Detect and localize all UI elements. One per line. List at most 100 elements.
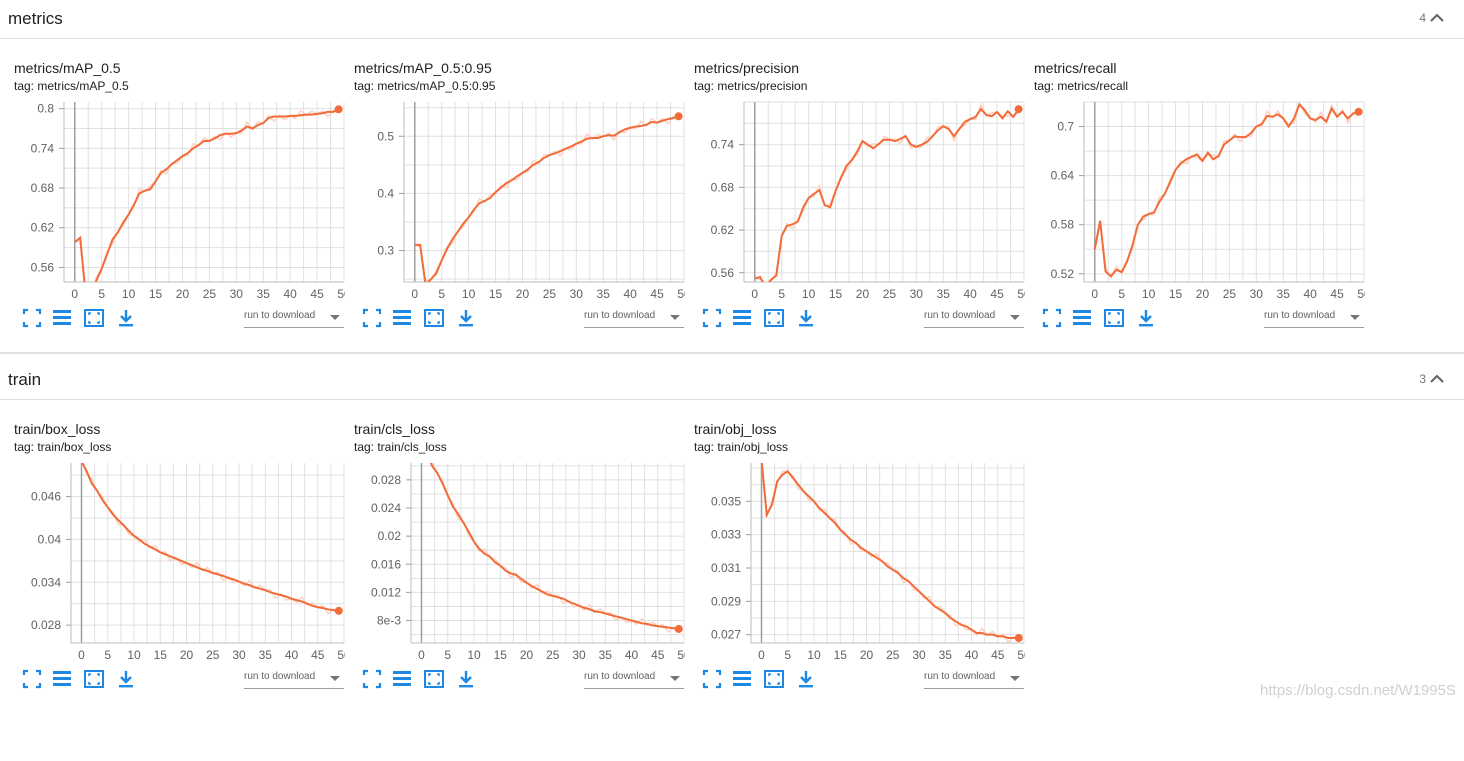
section-header-train[interactable]: train 3 (0, 361, 1464, 400)
fullscreen-icon[interactable] (702, 308, 722, 328)
x-tick-label: 0 (411, 287, 418, 301)
smoothed-series-line[interactable] (414, 115, 679, 285)
section-divider (0, 352, 1464, 354)
series-group (414, 115, 679, 285)
chevron-up-icon[interactable] (1427, 8, 1447, 28)
chart-title: metrics/mAP_0.5:0.95 (354, 60, 492, 76)
y-tick-label: 0.024 (371, 501, 401, 515)
fit-domain-icon[interactable] (1104, 308, 1124, 328)
dropdown-arrow-icon (330, 676, 340, 681)
chart-card: train/cls_loss tag: train/cls_loss 8e-3 0.0… (340, 421, 685, 761)
download-icon[interactable] (116, 308, 136, 328)
x-tick-label: 10 (467, 648, 481, 662)
x-tick-label: 35 (939, 648, 953, 662)
x-tick-label: 50 (1357, 287, 1365, 301)
x-tick-label: 10 (122, 287, 136, 301)
run-select-label: run to download (924, 671, 996, 682)
fullscreen-icon[interactable] (362, 308, 382, 328)
y-tick-label: 0.5 (377, 129, 394, 143)
line-chart[interactable]: 0.56 0.62 0.68 0.74 0.8 0 5 10 15 20 25 30 35 40 45 50 (0, 90, 345, 305)
x-tick-label: 20 (520, 648, 534, 662)
run-to-download-select[interactable]: run to download (1264, 307, 1364, 328)
smoothed-series-line[interactable] (422, 451, 679, 630)
line-chart[interactable]: 0.52 0.58 0.64 0.7 0 5 10 15 20 25 30 35 40 45 50 (1020, 90, 1365, 305)
y-tick-label: 0.035 (711, 494, 741, 508)
chart-title: metrics/precision (694, 60, 800, 76)
data-selection-icon[interactable] (52, 669, 72, 689)
chart-title: train/cls_loss (354, 421, 435, 437)
chart-tag: tag: metrics/mAP_0.5 (14, 79, 129, 93)
data-selection-icon[interactable] (732, 308, 752, 328)
y-tick-label: 0.02 (378, 529, 402, 543)
line-chart[interactable]: 0.56 0.62 0.68 0.74 0 5 10 15 20 25 30 35 40 45 50 (680, 90, 1025, 305)
download-icon[interactable] (796, 669, 816, 689)
run-to-download-select[interactable]: run to download (584, 307, 684, 328)
run-to-download-select[interactable]: run to download (244, 307, 344, 328)
run-to-download-select[interactable]: run to download (924, 307, 1024, 328)
fit-domain-icon[interactable] (424, 669, 444, 689)
smoothed-series-line[interactable] (760, 460, 1019, 639)
data-selection-icon[interactable] (392, 308, 412, 328)
series-group (74, 108, 340, 294)
x-tick-label: 0 (751, 287, 758, 301)
x-tick-label: 45 (311, 648, 325, 662)
chart-card: metrics/mAP_0.5:0.95 tag: metrics/mAP_0.5… (340, 60, 685, 400)
chart-title: metrics/recall (1034, 60, 1117, 76)
chart-tag: tag: metrics/recall (1034, 79, 1129, 93)
line-chart[interactable]: 0.028 0.034 0.04 0.046 0 5 10 15 20 25 30 35 40 45 50 (0, 451, 345, 666)
chevron-up-icon[interactable] (1427, 369, 1447, 389)
smoothed-series-line[interactable] (754, 107, 1020, 287)
section-title: train (8, 370, 42, 389)
chart-tag: tag: train/cls_loss (354, 440, 447, 454)
fit-domain-icon[interactable] (764, 308, 784, 328)
fullscreen-icon[interactable] (362, 669, 382, 689)
x-tick-label: 0 (758, 648, 765, 662)
run-to-download-select[interactable]: run to download (244, 668, 344, 689)
data-selection-icon[interactable] (732, 669, 752, 689)
fit-domain-icon[interactable] (424, 308, 444, 328)
x-tick-label: 35 (597, 287, 611, 301)
fit-domain-icon[interactable] (764, 669, 784, 689)
y-tick-label: 0.56 (31, 260, 55, 274)
y-tick-label: 0.027 (711, 628, 741, 642)
fullscreen-icon[interactable] (1042, 308, 1062, 328)
smoothed-series-line[interactable] (1093, 102, 1359, 278)
fullscreen-icon[interactable] (22, 669, 42, 689)
download-icon[interactable] (796, 308, 816, 328)
download-icon[interactable] (456, 308, 476, 328)
smoothed-series-line[interactable] (81, 461, 339, 612)
dropdown-arrow-icon (670, 676, 680, 681)
x-tick-label: 30 (910, 287, 924, 301)
data-selection-icon[interactable] (1072, 308, 1092, 328)
fit-domain-icon[interactable] (84, 308, 104, 328)
smoothed-series-line[interactable] (74, 108, 340, 294)
x-tick-label: 15 (149, 287, 163, 301)
dropdown-arrow-icon (1010, 315, 1020, 320)
line-chart[interactable]: 0.027 0.029 0.031 0.033 0.035 0 5 10 15 20 25 30 35 4… (680, 451, 1025, 666)
fit-domain-icon[interactable] (84, 669, 104, 689)
raw-series-line (754, 102, 1020, 282)
line-chart[interactable]: 0.3 0.4 0.5 0 5 10 15 20 25 30 35 40 45 50 (340, 90, 685, 305)
download-icon[interactable] (116, 669, 136, 689)
last-point-marker (674, 624, 683, 633)
download-icon[interactable] (456, 669, 476, 689)
fullscreen-icon[interactable] (702, 669, 722, 689)
data-selection-icon[interactable] (392, 669, 412, 689)
x-tick-label: 15 (829, 287, 843, 301)
x-tick-label: 15 (489, 287, 503, 301)
x-tick-label: 5 (104, 648, 111, 662)
fullscreen-icon[interactable] (22, 308, 42, 328)
run-to-download-select[interactable]: run to download (924, 668, 1024, 689)
download-icon[interactable] (1136, 308, 1156, 328)
data-selection-icon[interactable] (52, 308, 72, 328)
run-to-download-select[interactable]: run to download (584, 668, 684, 689)
y-tick-label: 0.04 (38, 532, 62, 546)
y-tick-label: 0.62 (711, 223, 735, 237)
x-tick-label: 45 (990, 287, 1004, 301)
watermark: https://blog.csdn.net/W1995S (1260, 682, 1456, 699)
chart-title: train/box_loss (14, 421, 101, 437)
section-header-metrics[interactable]: metrics 4 (0, 0, 1464, 39)
x-tick-label: 35 (599, 648, 613, 662)
series-group (422, 451, 680, 634)
line-chart[interactable]: 8e-3 0.012 0.016 0.02 0.024 0.028 0 5 10 15 20 25 30… (340, 451, 685, 666)
